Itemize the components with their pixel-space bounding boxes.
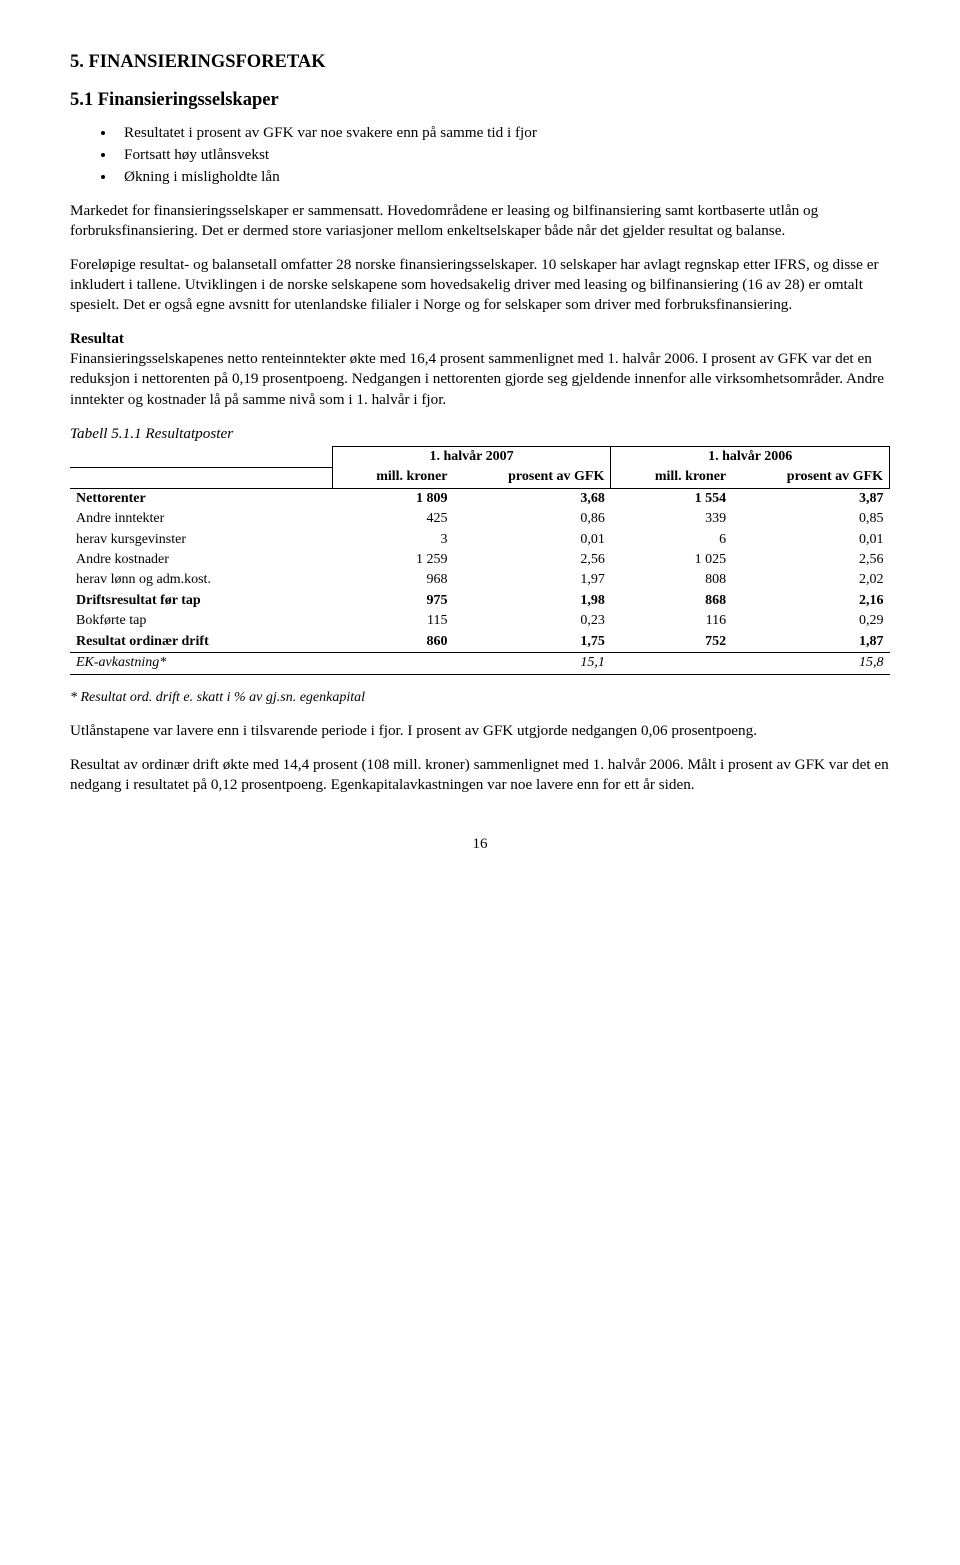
inline-heading: Resultat: [70, 330, 124, 347]
table-cell-value: 2,56: [732, 550, 889, 570]
table-cell-value: 0,29: [732, 611, 889, 631]
table-header-group: 1. halvår 2006: [611, 446, 890, 467]
table-row: Andre inntekter4250,863390,85: [70, 509, 890, 529]
table-row: Andre kostnader1 2592,561 0252,56: [70, 550, 890, 570]
table-cell-label: Andre inntekter: [70, 509, 332, 529]
body-paragraph: Utlånstapene var lavere enn i tilsvarend…: [70, 721, 890, 741]
table-cell-value: 1,97: [454, 570, 611, 590]
table-cell-value: 425: [332, 509, 453, 529]
table-cell-value: 968: [332, 570, 453, 590]
table-cell-value: 2,02: [732, 570, 889, 590]
table-cell-label: Driftsresultat før tap: [70, 591, 332, 611]
body-paragraph: Resultat Finansieringsselskapenes netto …: [70, 329, 890, 409]
table-cell-label: EK-avkastning*: [70, 653, 332, 674]
table-cell-value: 1,98: [454, 591, 611, 611]
table-footnote: * Resultat ord. drift e. skatt i % av gj…: [70, 689, 890, 707]
table-cell-value: 339: [611, 509, 732, 529]
table-cell-value: 808: [611, 570, 732, 590]
table-cell-value: 116: [611, 611, 732, 631]
table-subheader: prosent av GFK: [454, 467, 611, 488]
bullet-list: Resultatet i prosent av GFK var noe svak…: [70, 123, 890, 187]
table-cell-value: 1,87: [732, 632, 889, 653]
page-number: 16: [70, 835, 890, 855]
table-row: Bokførte tap1150,231160,29: [70, 611, 890, 631]
table-cell-value: 115: [332, 611, 453, 631]
table-header-blank: [70, 446, 332, 467]
body-paragraph: Foreløpige resultat- og balansetall omfa…: [70, 255, 890, 315]
table-cell-value: 752: [611, 632, 732, 653]
table-row: herav lønn og adm.kost.9681,978082,02: [70, 570, 890, 590]
table-caption: Tabell 5.1.1 Resultatposter: [70, 424, 890, 444]
table-row: herav kursgevinster30,0160,01: [70, 530, 890, 550]
table-row: Nettorenter1 8093,681 5543,87: [70, 488, 890, 509]
table-subheader: mill. kroner: [611, 467, 732, 488]
table-cell-label: Resultat ordinær drift: [70, 632, 332, 653]
table-cell-value: 15,1: [454, 653, 611, 674]
table-subheader: mill. kroner: [332, 467, 453, 488]
table-cell-value: 860: [332, 632, 453, 653]
table-cell-value: 0,01: [454, 530, 611, 550]
table-header-blank: [70, 467, 332, 488]
subsection-heading: 5.1 Finansieringsselskaper: [70, 88, 890, 112]
table-cell-value: 15,8: [732, 653, 889, 674]
result-table: 1. halvår 2007 1. halvår 2006 mill. kron…: [70, 446, 890, 675]
table-cell-value: [332, 653, 453, 674]
table-cell-value: 3,68: [454, 488, 611, 509]
table-cell-label: Andre kostnader: [70, 550, 332, 570]
table-row: Resultat ordinær drift8601,757521,87: [70, 632, 890, 653]
table-cell-value: 1,75: [454, 632, 611, 653]
table-cell-label: Nettorenter: [70, 488, 332, 509]
table-cell-value: 2,56: [454, 550, 611, 570]
table-cell-value: 0,23: [454, 611, 611, 631]
bullet-item: Fortsatt høy utlånsvekst: [116, 145, 890, 165]
table-cell-value: 975: [332, 591, 453, 611]
table-cell-value: 3: [332, 530, 453, 550]
table-cell-value: 1 809: [332, 488, 453, 509]
table-cell-value: [611, 653, 732, 674]
table-cell-value: 1 259: [332, 550, 453, 570]
bullet-item: Økning i misligholdte lån: [116, 167, 890, 187]
body-paragraph: Markedet for finansieringsselskaper er s…: [70, 201, 890, 241]
body-text: Finansieringsselskapenes netto renteinnt…: [70, 350, 884, 407]
table-cell-value: 6: [611, 530, 732, 550]
bullet-item: Resultatet i prosent av GFK var noe svak…: [116, 123, 890, 143]
table-cell-label: Bokførte tap: [70, 611, 332, 631]
table-cell-label: herav kursgevinster: [70, 530, 332, 550]
table-cell-value: 1 025: [611, 550, 732, 570]
section-heading: 5. FINANSIERINGSFORETAK: [70, 50, 890, 74]
table-cell-value: 0,01: [732, 530, 889, 550]
table-cell-value: 3,87: [732, 488, 889, 509]
table-cell-label: herav lønn og adm.kost.: [70, 570, 332, 590]
table-row: EK-avkastning* 15,1 15,8: [70, 653, 890, 674]
table-cell-value: 2,16: [732, 591, 889, 611]
table-header-group: 1. halvår 2007: [332, 446, 611, 467]
table-subheader: prosent av GFK: [732, 467, 889, 488]
table-cell-value: 1 554: [611, 488, 732, 509]
table-cell-value: 0,86: [454, 509, 611, 529]
table-cell-value: 0,85: [732, 509, 889, 529]
table-cell-value: 868: [611, 591, 732, 611]
body-paragraph: Resultat av ordinær drift økte med 14,4 …: [70, 755, 890, 795]
table-row: Driftsresultat før tap9751,988682,16: [70, 591, 890, 611]
